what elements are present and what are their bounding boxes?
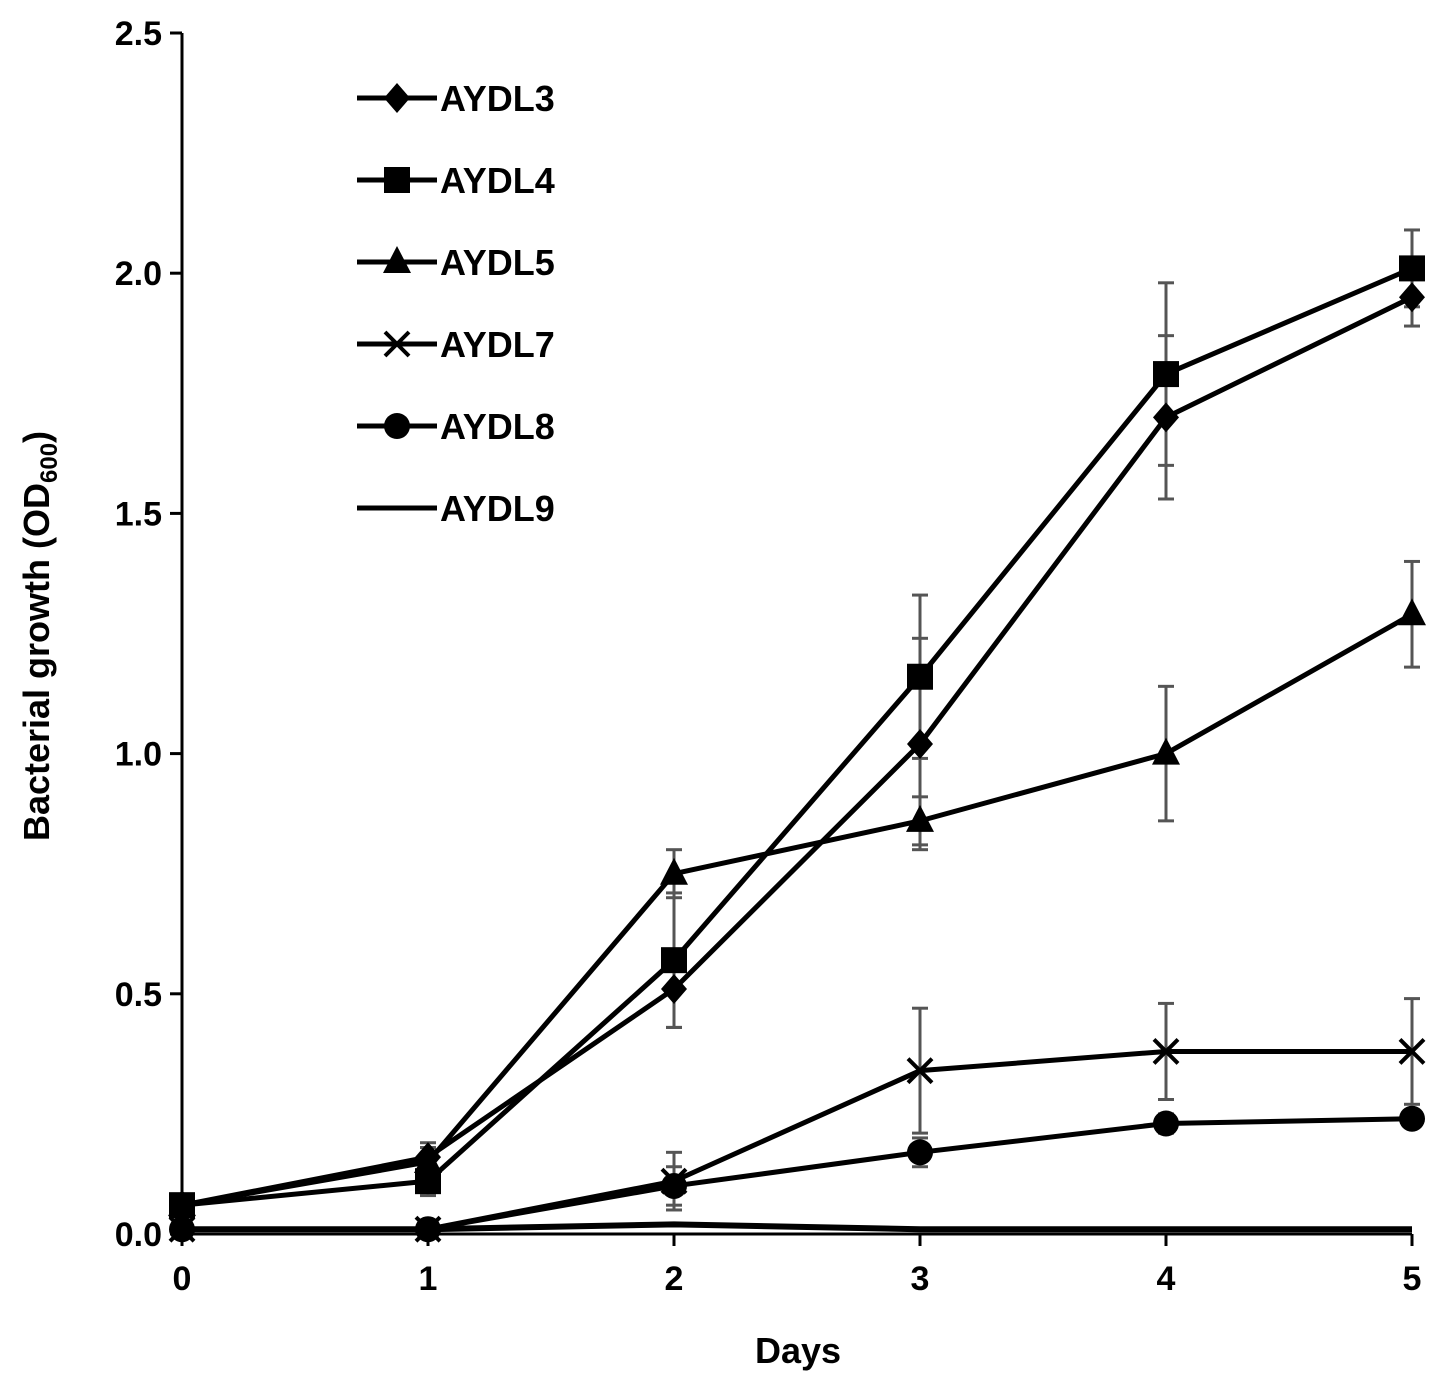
legend-item-aydl5: AYDL5 <box>357 242 555 283</box>
series-line-aydl7 <box>182 1048 1412 1232</box>
data-point-aydl8 <box>169 1216 195 1243</box>
data-point-aydl5 <box>660 857 688 885</box>
data-point-aydl5 <box>1152 737 1180 765</box>
y-tick-label: 1.0 <box>115 736 162 774</box>
series-lines <box>181 266 1414 1233</box>
x-tick-label: 2 <box>665 1260 684 1298</box>
x-tick-label: 1 <box>419 1260 438 1298</box>
y-axis-title: Bacterial growth (OD600) <box>16 431 63 841</box>
data-point-aydl8 <box>1399 1105 1425 1132</box>
y-tick-label: 0.0 <box>115 1216 162 1254</box>
y-tick-label: 2.0 <box>115 255 162 293</box>
data-point-aydl3 <box>1399 282 1425 313</box>
series-line-aydl9 <box>182 1221 1412 1233</box>
legend-marker <box>383 330 411 358</box>
y-axis-title-main: Bacterial growth (OD <box>16 483 57 841</box>
axes: 0.0 0.5 1.0 1.5 2.0 2.5 0 1 2 3 4 5 <box>115 15 1422 1298</box>
data-point-aydl7 <box>1152 1038 1180 1065</box>
data-point-aydl4 <box>1399 255 1425 282</box>
x-tick-label: 4 <box>1157 1260 1176 1298</box>
x-tick-label: 0 <box>173 1260 192 1298</box>
legend-item-aydl4: AYDL4 <box>357 160 555 201</box>
legend-item-aydl9: AYDL9 <box>357 488 555 529</box>
legend-marker <box>383 246 411 273</box>
legend-item-aydl8: AYDL8 <box>357 406 555 447</box>
y-axis-title-subscript: 600 <box>36 443 63 483</box>
legend-label: AYDL3 <box>440 78 555 119</box>
x-tick-label: 3 <box>911 1260 930 1298</box>
series-markers <box>168 255 1426 1243</box>
legend-marker <box>384 413 410 439</box>
series-line-aydl4 <box>181 266 1413 1208</box>
data-point-aydl7 <box>1398 1038 1426 1065</box>
data-point-aydl5 <box>1398 598 1426 626</box>
data-point-aydl7-stroke-2 <box>906 1057 934 1085</box>
legend-item-aydl7: AYDL7 <box>357 324 555 365</box>
data-point-aydl8 <box>415 1216 441 1243</box>
data-point-aydl7-stroke-2 <box>1152 1038 1180 1065</box>
legend: AYDL3 AYDL4 AYDL5 AYDL7 AYDL8 AYDL9 <box>357 78 555 529</box>
legend-label: AYDL9 <box>440 488 555 529</box>
y-tick-label: 0.5 <box>115 976 162 1014</box>
data-point-aydl5 <box>168 1189 196 1217</box>
data-point-aydl5 <box>906 804 934 832</box>
data-point-aydl3 <box>661 973 687 1004</box>
legend-item-aydl3: AYDL3 <box>357 78 555 119</box>
data-point-aydl8 <box>907 1139 933 1166</box>
data-point-aydl3 <box>1153 402 1179 433</box>
data-point-aydl4 <box>1153 361 1179 388</box>
data-point-aydl7-stroke-2 <box>1398 1038 1426 1065</box>
data-point-aydl8 <box>1153 1110 1179 1137</box>
data-point-aydl5 <box>414 1145 442 1173</box>
x-axis-title: Days <box>755 1330 841 1371</box>
data-point-aydl3 <box>907 728 933 759</box>
legend-label: AYDL8 <box>440 406 555 447</box>
data-point-aydl4 <box>661 947 687 974</box>
series-line-aydl5 <box>181 612 1414 1208</box>
legend-label: AYDL4 <box>440 160 555 201</box>
data-point-aydl8 <box>661 1172 687 1199</box>
legend-label: AYDL7 <box>440 324 555 365</box>
legend-marker-stroke-2 <box>383 330 411 358</box>
legend-marker <box>384 167 410 193</box>
series-line-aydl3 <box>181 294 1414 1208</box>
y-axis-title-close: ) <box>16 431 57 443</box>
y-tick-label: 2.5 <box>115 15 162 53</box>
legend-label: AYDL5 <box>440 242 555 283</box>
y-tick-label: 1.5 <box>115 495 162 533</box>
data-point-aydl7 <box>906 1057 934 1085</box>
data-point-aydl4 <box>907 663 933 690</box>
x-tick-label: 5 <box>1403 1260 1422 1298</box>
legend-marker <box>384 83 410 113</box>
